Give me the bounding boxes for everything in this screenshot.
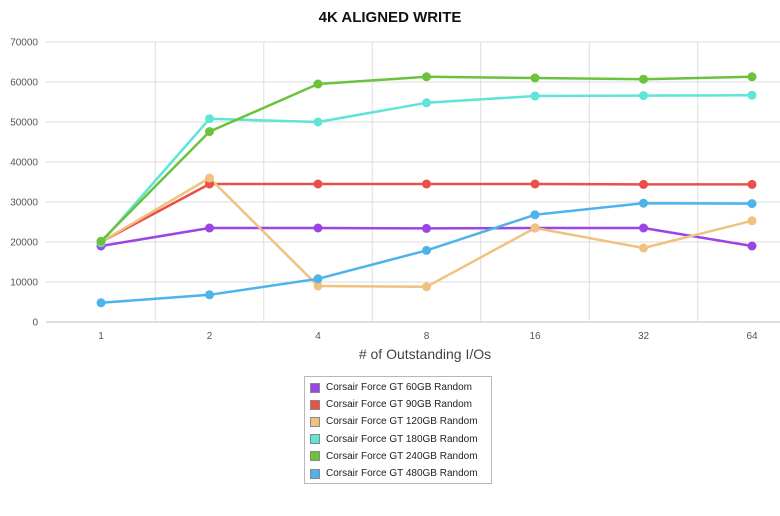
data-point [747, 241, 757, 251]
series-line-1 [100, 182, 752, 244]
legend-label: Corsair Force GT 180GB Random [326, 433, 478, 445]
data-point [530, 179, 540, 189]
legend-label: Corsair Force GT 120GB Random [326, 416, 478, 428]
x-tick-label: 16 [529, 331, 541, 342]
data-point [747, 199, 757, 209]
grid [46, 41, 780, 323]
data-point [205, 173, 214, 183]
data-point [747, 90, 757, 100]
chart-title: 4K ALIGNED WRITE [319, 9, 462, 26]
legend-swatch [310, 382, 320, 393]
legend-swatch [310, 399, 320, 410]
legend-swatch [310, 451, 320, 462]
legend-label: Corsair Force GT 240GB Random [326, 450, 478, 462]
data-point [639, 74, 648, 84]
data-point [422, 223, 431, 233]
data-point [422, 72, 431, 82]
y-tick-label: 40000 [10, 158, 38, 169]
data-point [422, 282, 431, 292]
legend-item: Corsair Force GT 120GB Random [310, 413, 491, 430]
x-tick-label: 2 [207, 331, 213, 342]
data-point [747, 72, 757, 82]
data-point [205, 127, 214, 137]
data-point [530, 91, 540, 101]
data-point [96, 236, 106, 246]
data-point [639, 243, 648, 253]
y-tick-label: 0 [32, 318, 38, 329]
series-points [96, 72, 757, 308]
data-point [96, 298, 106, 308]
y-tick-label: 60000 [10, 78, 38, 89]
data-point [422, 98, 431, 108]
legend-swatch [310, 416, 320, 427]
legend-item: Corsair Force GT 480GB Random [310, 465, 491, 482]
data-point [639, 198, 648, 208]
y-tick-label: 50000 [10, 118, 38, 129]
y-axis-ticks: 0 10000 20000 30000 40000 50000 60000 70000 [10, 38, 38, 329]
data-point [205, 223, 214, 233]
data-point [205, 114, 214, 124]
legend-item: Corsair Force GT 90GB Random [310, 396, 491, 413]
data-point [530, 73, 540, 83]
data-point [639, 179, 648, 189]
x-tick-label: 1 [98, 331, 104, 342]
series-line-3 [100, 93, 753, 244]
x-axis-ticks: 1 2 4 8 16 32 64 [98, 331, 758, 342]
data-point [313, 274, 323, 284]
legend-item: Corsair Force GT 240GB Random [310, 448, 491, 465]
data-point [530, 223, 540, 233]
data-point [747, 179, 757, 189]
series-lines [100, 75, 753, 305]
y-tick-label: 30000 [10, 198, 38, 209]
x-tick-label: 64 [746, 331, 758, 342]
data-point [313, 79, 323, 89]
data-point [205, 290, 214, 300]
legend-swatch [310, 468, 320, 479]
legend-swatch [310, 434, 320, 445]
data-point [313, 179, 323, 189]
data-point [639, 91, 648, 101]
data-point [422, 245, 431, 255]
data-point [313, 117, 323, 127]
x-tick-label: 4 [315, 331, 321, 342]
data-point [422, 179, 431, 189]
data-point [313, 223, 323, 233]
x-axis-label: # of Outstanding I/Os [359, 346, 491, 362]
y-tick-label: 10000 [10, 278, 38, 289]
x-tick-label: 8 [424, 331, 430, 342]
legend: Corsair Force GT 60GB Random Corsair Forc… [304, 376, 492, 484]
legend-item: Corsair Force GT 180GB Random [310, 431, 491, 448]
y-tick-label: 70000 [10, 38, 38, 49]
legend-label: Corsair Force GT 480GB Random [326, 468, 478, 480]
y-tick-label: 20000 [10, 238, 38, 249]
x-tick-label: 32 [638, 331, 650, 342]
data-point [639, 223, 648, 233]
legend-label: Corsair Force GT 90GB Random [326, 399, 472, 411]
legend-item: Corsair Force GT 60GB Random [310, 379, 491, 396]
data-point [747, 216, 757, 226]
legend-label: Corsair Force GT 60GB Random [326, 382, 472, 394]
data-point [313, 281, 323, 291]
data-point [530, 210, 540, 220]
